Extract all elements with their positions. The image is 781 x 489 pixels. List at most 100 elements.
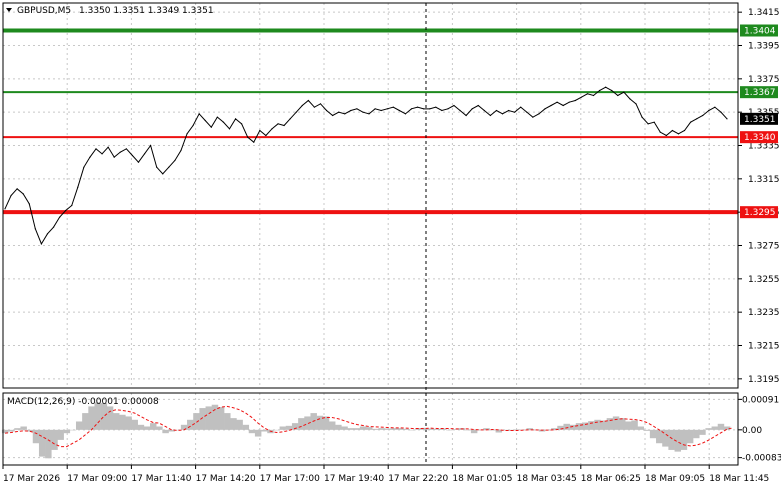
macd-histogram-bar — [625, 421, 632, 430]
macd-histogram-bar — [403, 428, 410, 430]
macd-histogram-bar — [440, 428, 447, 430]
price-point — [222, 121, 225, 123]
price-point — [659, 131, 661, 133]
price-point — [356, 108, 358, 110]
price-tick-label: 1.3335 — [748, 142, 780, 152]
price-point — [404, 113, 407, 115]
price-point — [586, 93, 589, 95]
price-point — [101, 153, 103, 155]
macd-histogram-bar — [711, 426, 719, 430]
time-tick-label: 17 Mar 2026 — [3, 474, 60, 484]
macd-histogram-bar — [477, 429, 484, 431]
price-point — [556, 101, 558, 103]
macd-histogram-bar — [316, 415, 324, 430]
price-point — [465, 114, 467, 117]
macd-histogram-bar — [88, 406, 95, 430]
macd-histogram-bar — [20, 426, 27, 430]
macd-histogram-bar — [464, 429, 472, 431]
price-point — [95, 148, 97, 150]
price-point — [368, 113, 370, 115]
macd-histogram-bar — [51, 429, 58, 450]
price-point — [683, 129, 686, 132]
price-point — [143, 153, 146, 155]
macd-histogram-bar — [390, 428, 398, 430]
price-tick-label: 1.3375 — [748, 75, 780, 85]
macd-histogram-bar — [575, 423, 583, 430]
macd-histogram-bar — [372, 428, 379, 430]
macd-histogram-bar — [14, 428, 21, 430]
price-point — [119, 151, 121, 153]
price-tick-label: 1.3235 — [748, 308, 780, 318]
price-point — [265, 134, 267, 137]
price-point — [392, 106, 394, 108]
macd-histogram-bar — [723, 426, 731, 430]
price-point — [40, 243, 43, 245]
macd-histogram-bar — [63, 429, 71, 434]
macd-histogram-bar — [600, 420, 607, 430]
price-point — [708, 109, 710, 112]
price-axis: 1.34151.33951.33751.33551.33351.33151.32… — [738, 8, 781, 464]
time-tick-label: 17 Mar 11:40 — [131, 474, 191, 484]
price-point — [137, 161, 140, 163]
macd-tick-label: 0.00091 — [742, 395, 779, 405]
price-point — [441, 109, 443, 112]
price-point — [283, 124, 285, 127]
price-point — [483, 109, 485, 112]
price-point — [150, 144, 152, 147]
ohlc-values: 1.3350 1.3351 1.3349 1.3351 — [79, 6, 214, 16]
collapse-triangle-icon[interactable] — [6, 8, 12, 12]
macd-histogram-bar — [643, 429, 651, 431]
price-point — [720, 111, 722, 113]
macd-histogram-bar — [162, 429, 169, 434]
price-point — [489, 114, 491, 117]
macd-histogram-bar — [470, 429, 478, 434]
price-point — [28, 203, 30, 205]
price-point — [4, 208, 6, 210]
macd-indicator — [1, 402, 734, 459]
macd-label: MACD(12,26,9) -0.00001 0.00008 — [7, 397, 159, 407]
macd-histogram-bar — [230, 418, 237, 430]
macd-histogram-bar — [569, 424, 577, 430]
price-point — [10, 194, 12, 197]
price-point — [198, 113, 200, 115]
macd-histogram-bar — [359, 426, 367, 430]
price-point — [89, 156, 91, 158]
macd-histogram-bar — [150, 423, 157, 430]
price-point — [453, 104, 455, 107]
price-point — [156, 166, 158, 168]
price-point — [65, 209, 67, 212]
time-tick-label: 17 Mar 19:40 — [324, 474, 384, 484]
macd-histogram-bar — [551, 428, 558, 430]
price-point — [568, 101, 570, 103]
macd-histogram-bar — [32, 429, 40, 444]
macd-histogram-bar — [273, 429, 280, 431]
macd-histogram-bar — [205, 406, 213, 430]
time-tick-label: 18 Mar 09:05 — [645, 474, 705, 484]
price-point — [174, 159, 176, 162]
price-point — [59, 216, 61, 218]
macd-histogram-bar — [588, 421, 595, 430]
chart-header: GBPUSD,M5 1.3350 1.3351 1.3349 1.3351 — [6, 6, 214, 16]
macd-histogram-bar — [514, 429, 521, 430]
price-point — [131, 154, 134, 157]
price-point — [107, 146, 109, 148]
time-tick-label: 17 Mar 17:00 — [260, 474, 320, 484]
level-price-label: 1.3295 — [744, 208, 776, 218]
macd-histogram-bar — [495, 429, 503, 433]
macd-histogram-bar — [100, 403, 108, 430]
price-point — [514, 111, 516, 113]
macd-histogram-bar — [686, 429, 694, 444]
macd-histogram-bar — [82, 413, 89, 430]
price-point — [671, 129, 673, 132]
price-point — [477, 104, 479, 107]
macd-histogram-bar — [143, 426, 151, 430]
macd-histogram-bar — [705, 428, 712, 430]
level-price-tag — [740, 86, 778, 99]
macd-histogram-bar — [75, 421, 83, 430]
level-price-tag — [740, 24, 778, 37]
price-point — [544, 108, 546, 110]
macd-histogram-bar — [446, 429, 453, 431]
price-point — [611, 89, 613, 92]
